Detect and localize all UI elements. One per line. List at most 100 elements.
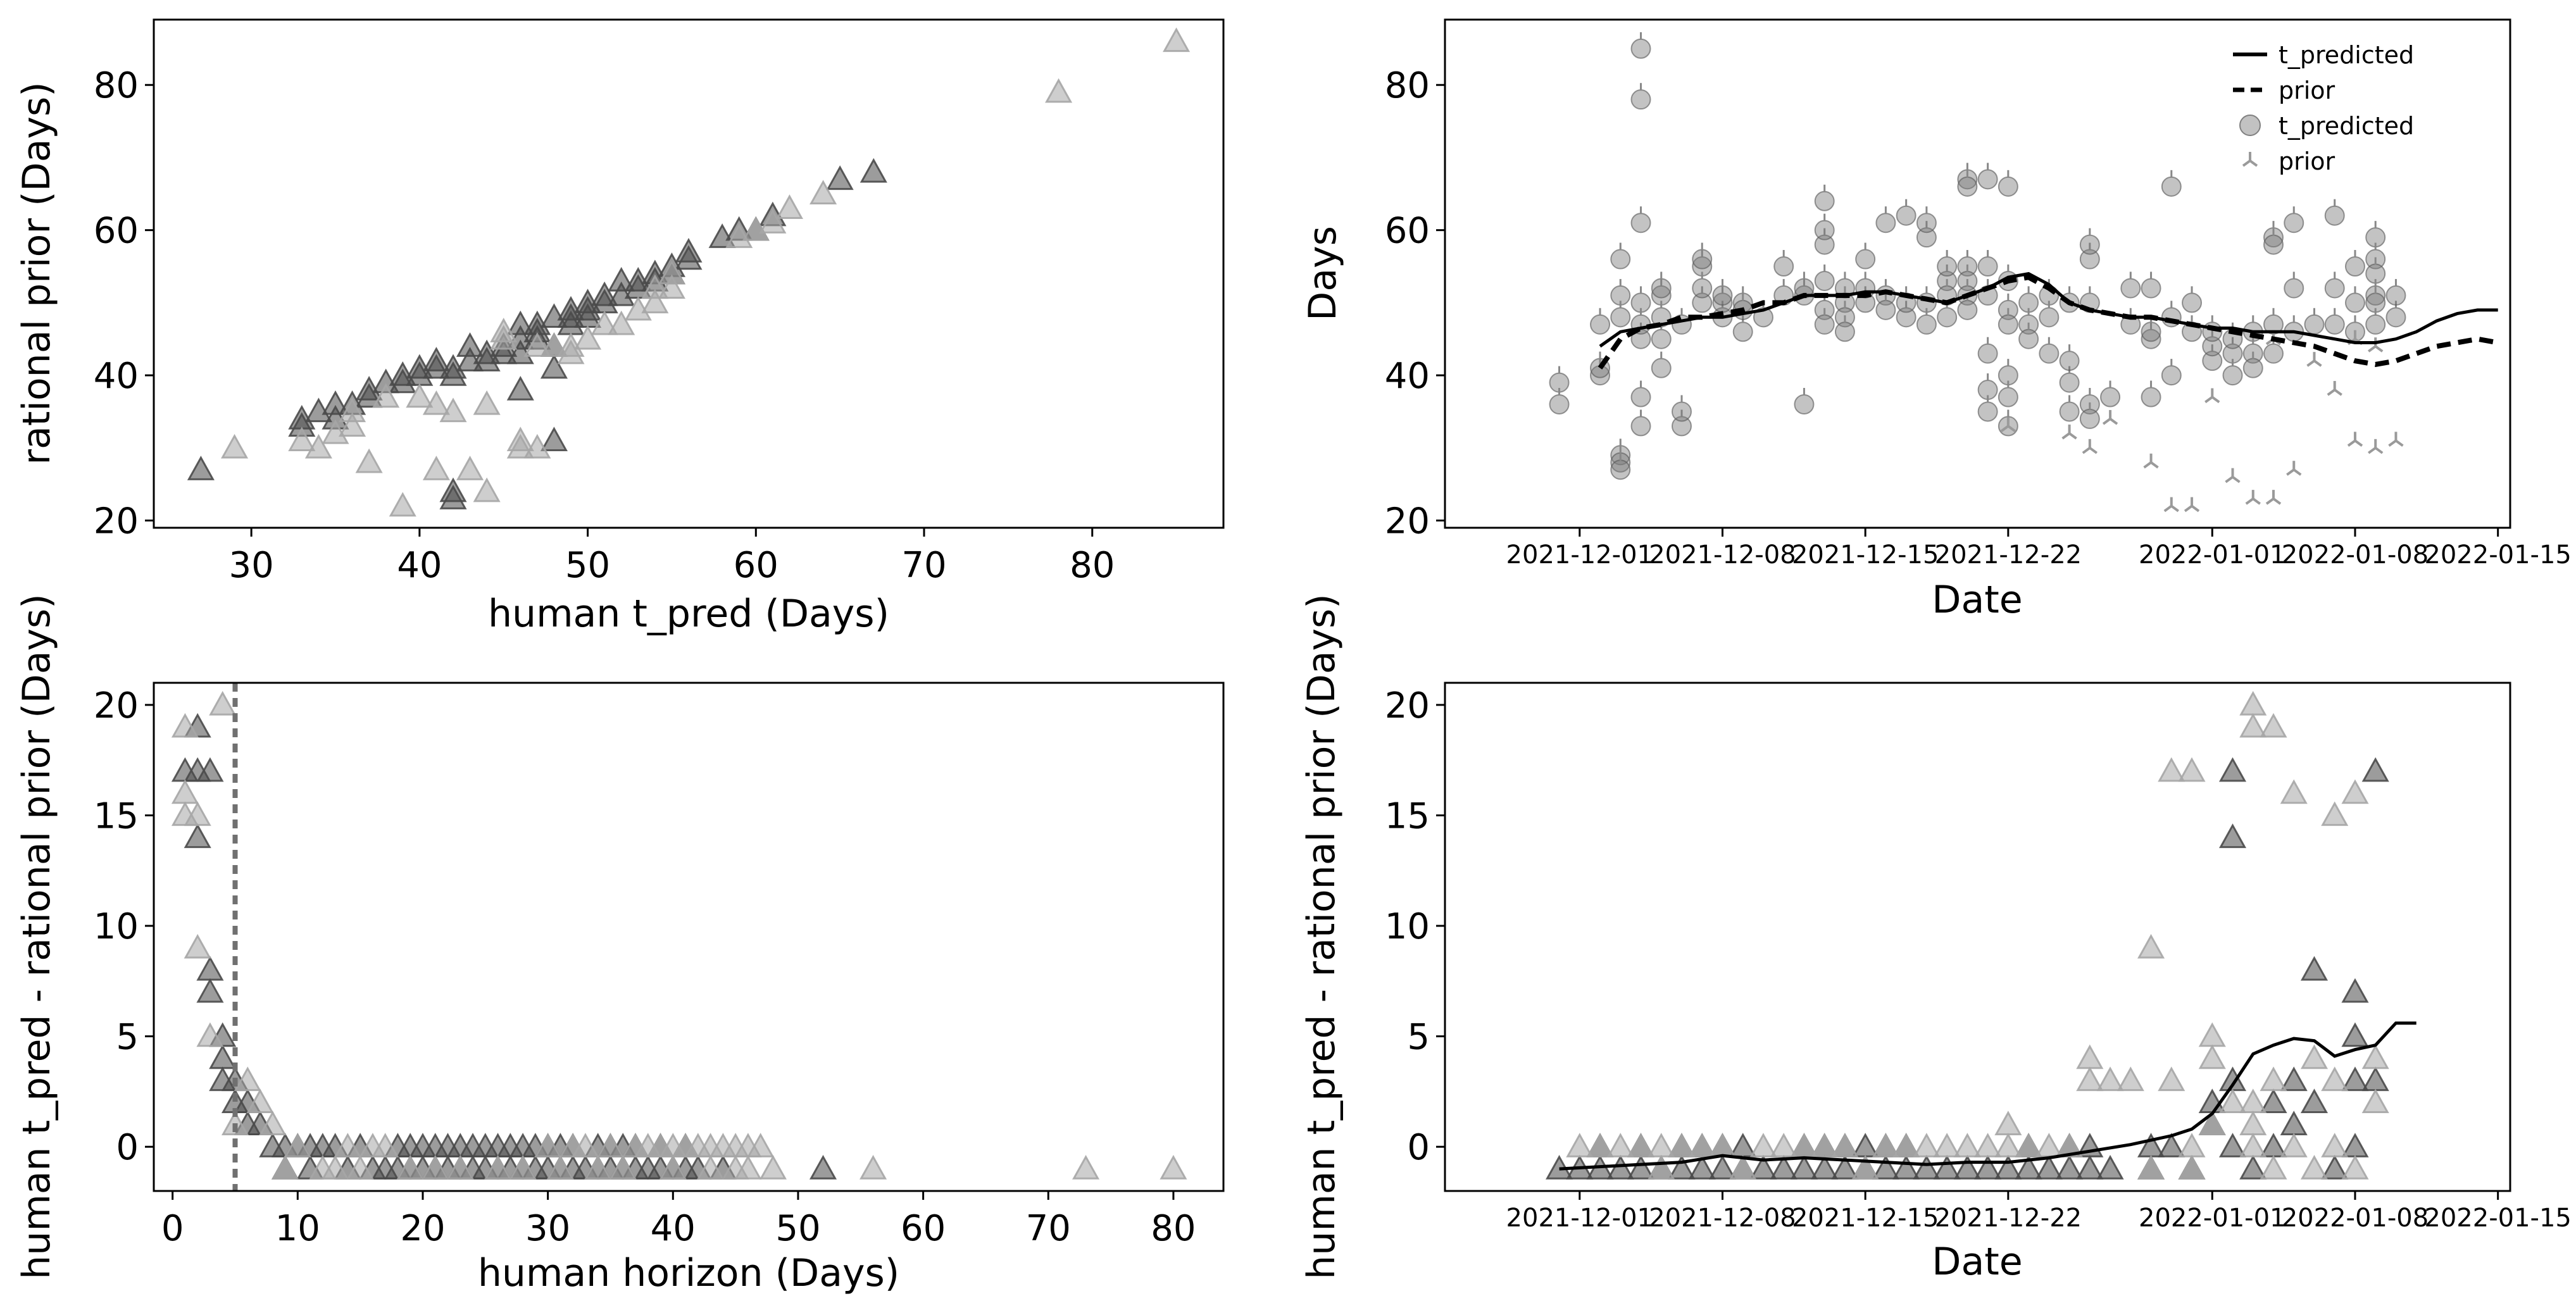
data-point-dark [591, 281, 618, 306]
data-point-light [422, 390, 450, 415]
data-point-light [1913, 1133, 1941, 1157]
t-predicted-point [2079, 234, 2100, 255]
t-predicted-point [2263, 234, 2284, 255]
data-point-light [2280, 779, 2308, 804]
data-point-light [2137, 933, 2165, 959]
x-tick-label: 20 [400, 1208, 445, 1249]
data-point-light [1586, 1133, 1614, 1157]
data-point-light [2239, 713, 2267, 738]
data-point-dark [2341, 1066, 2369, 1092]
legend-label-prior-marker: prior [2279, 147, 2335, 175]
data-point-light [334, 1133, 361, 1157]
y-tick-label: 0 [116, 1127, 139, 1168]
y-tick-label: 20 [1385, 685, 1430, 726]
data-point-light [1072, 1154, 1100, 1180]
y-tick-label: 10 [1385, 906, 1430, 947]
t-predicted-point [2141, 278, 2161, 299]
panel-difference-by-date: 2021-12-012021-12-082021-12-152021-12-22… [1299, 594, 2572, 1284]
x-tick-label: 2022-01-15 [2424, 540, 2571, 570]
y-tick-label: 10 [94, 906, 139, 947]
data-point-dark [184, 823, 211, 849]
data-point-light [1668, 1133, 1696, 1157]
data-point-dark [490, 339, 518, 365]
t-predicted-point [1814, 314, 1835, 335]
y-tick-label: 40 [1385, 356, 1430, 397]
data-point-light [1045, 78, 1073, 103]
legend-label-t-predicted-line: t_predicted [2279, 41, 2414, 69]
t-predicted-point [1998, 176, 2018, 197]
x-tick-label: 2021-12-08 [1649, 1204, 1796, 1233]
t-predicted-point [1896, 205, 1916, 226]
t-predicted-point [1630, 213, 1651, 234]
t-predicted-point [2039, 307, 2060, 328]
data-point-dark [809, 1154, 837, 1180]
x-tick-label: 2021-12-22 [1935, 540, 2082, 570]
data-point-light [346, 1154, 374, 1180]
data-point-light [1749, 1133, 1777, 1157]
t-predicted-point [2344, 256, 2365, 277]
x-tick-label: 40 [651, 1208, 696, 1249]
t-predicted-point [2161, 176, 2182, 197]
data-point-light [747, 1133, 775, 1157]
data-point-light [1994, 1133, 2022, 1157]
t-predicted-point [2100, 387, 2121, 408]
data-point-dark [860, 158, 887, 183]
t-predicted-point [1998, 314, 2018, 335]
data-point-light [759, 1154, 787, 1180]
data-point-dark [1953, 1154, 1981, 1180]
t-predicted-point [2018, 328, 2039, 349]
data-point-dark [540, 354, 568, 379]
data-point-light [473, 390, 501, 415]
data-point-light [2239, 1133, 2267, 1157]
t-predicted-point [2222, 365, 2243, 386]
data-point-light [596, 1133, 625, 1157]
t-predicted-point [1610, 459, 1631, 480]
y-axis-label: rational prior (Days) [15, 82, 59, 464]
data-point-dark [2218, 823, 2247, 849]
data-point-light [572, 1133, 599, 1157]
data-point-light [2218, 1088, 2247, 1114]
prior-point [2306, 352, 2322, 367]
x-tick-label: 80 [1070, 545, 1115, 586]
x-tick-label: 2022-01-01 [2139, 540, 2285, 570]
data-point-dark [2341, 978, 2369, 1003]
data-point-dark [196, 978, 224, 1003]
prior-point [2000, 417, 2016, 433]
x-tick-label: 2021-12-01 [1506, 1204, 1653, 1233]
data-point-dark [608, 266, 635, 292]
t-predicted-point [1937, 307, 1958, 328]
y-tick-label: 40 [94, 356, 139, 397]
data-point-dark [196, 757, 224, 782]
data-point-light [1627, 1133, 1655, 1157]
data-point-light [2361, 1044, 2389, 1069]
data-point-light [339, 397, 366, 423]
data-point-light [1872, 1133, 1899, 1157]
x-axis-label: Date [1932, 578, 2022, 622]
data-point-light [2015, 1133, 2042, 1157]
t-predicted-point [2141, 321, 2161, 342]
prior-point [2388, 432, 2404, 447]
legend-circle-marker [2239, 115, 2261, 136]
data-point-light [1163, 27, 1191, 53]
data-point-light [2137, 1154, 2165, 1180]
data-point-light [1933, 1133, 1961, 1157]
t-predicted-point [2059, 372, 2080, 393]
data-point-light [759, 209, 787, 234]
data-point-dark [2076, 1154, 2104, 1180]
data-point-light [608, 310, 635, 335]
t-predicted-point [1630, 38, 1651, 59]
data-point-dark [2056, 1154, 2084, 1180]
data-point-light [523, 433, 551, 459]
y-axis-label: human t_pred - rational prior (Days) [1299, 594, 1344, 1279]
t-predicted-point [1630, 89, 1651, 110]
t-predicted-point [2365, 314, 2386, 335]
prior-line [1597, 275, 2499, 370]
data-point-dark [1749, 1154, 1777, 1180]
data-point-light [641, 289, 669, 314]
data-point-light [246, 1088, 274, 1114]
data-point-light [2321, 1133, 2349, 1157]
data-point-dark [322, 390, 349, 415]
t-predicted-point [1977, 401, 1998, 422]
data-point-light [1566, 1133, 1594, 1157]
data-point-light [591, 310, 618, 335]
